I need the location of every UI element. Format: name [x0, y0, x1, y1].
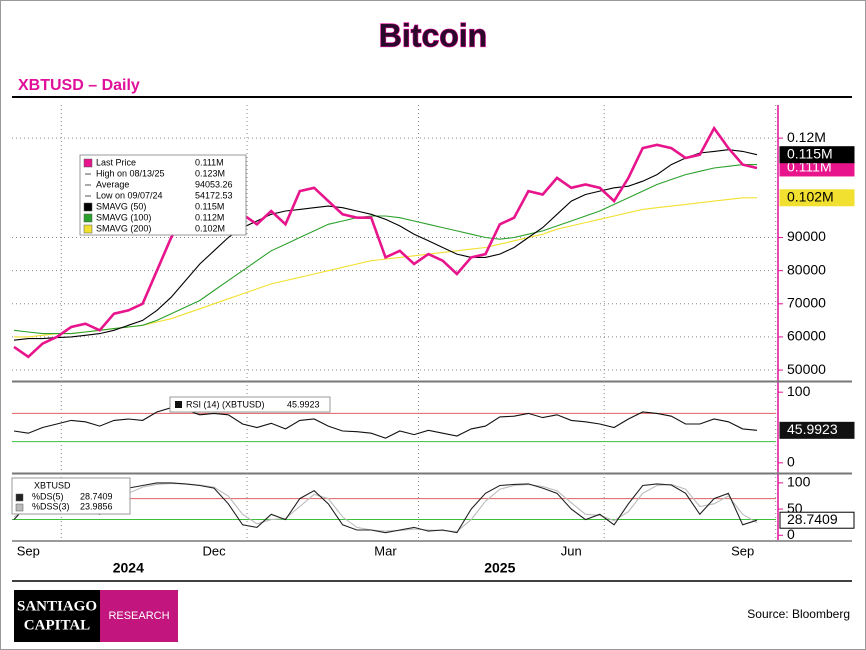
- legend-swatch: [83, 224, 93, 234]
- logo-box: [14, 590, 100, 642]
- legend-value: 94053.26: [195, 179, 233, 189]
- y-tick-label: 60000: [787, 328, 826, 344]
- series-line: [13, 407, 758, 439]
- legend-label: High on 08/13/25: [96, 168, 165, 178]
- y-tick-label: 0: [787, 526, 795, 542]
- legend-value: 0.123M: [195, 168, 225, 178]
- legend-value: 0.111M: [195, 157, 224, 167]
- x-tick-label: Mar: [374, 543, 397, 558]
- x-tick-label: Dec: [202, 543, 226, 558]
- y-tick-label: 100: [787, 383, 811, 399]
- legend-label: Last Price: [96, 157, 136, 167]
- x-tick-label: Sep: [17, 543, 40, 558]
- y-tick-label: 90000: [787, 228, 826, 244]
- legend-box: [169, 396, 331, 413]
- x-tick-label: Jun: [561, 543, 582, 558]
- legend-value: 45.9923: [287, 399, 320, 409]
- logo-text: CAPITAL: [24, 617, 90, 633]
- x-year-label: 2024: [113, 560, 144, 576]
- legend-label: SMAVG (50): [96, 201, 146, 211]
- source-note: Source: Bloomberg: [747, 607, 850, 621]
- value-badge: [779, 146, 855, 164]
- legend-swatch: [175, 401, 182, 408]
- logo-tag: RESEARCH: [108, 610, 169, 622]
- legend-value: 23.9856: [80, 501, 113, 511]
- series-line: [13, 482, 758, 534]
- legend-label: %DSS(3): [32, 501, 70, 511]
- legend-label: RSI (14) (XBTUSD): [186, 399, 265, 409]
- logo-tag-box: [100, 590, 178, 642]
- value-badge-label: 0.102M: [787, 188, 834, 204]
- y-tick-label: 0: [787, 454, 795, 470]
- legend-value: 0.102M: [195, 223, 225, 233]
- series-line: [13, 125, 758, 359]
- series-line: [13, 164, 757, 335]
- y-tick-label: 80000: [787, 261, 826, 277]
- series-line: [13, 149, 758, 341]
- legend-title: XBTUSD: [34, 480, 71, 490]
- y-tick-label: 70000: [787, 294, 826, 310]
- value-badge-label: 0.115M: [787, 145, 833, 161]
- legend-swatch: [83, 213, 93, 223]
- legend-box: [11, 477, 131, 515]
- legend-value: 0.115M: [195, 201, 224, 211]
- legend-label: SMAVG (100): [96, 212, 151, 222]
- legend-swatch: [83, 202, 93, 212]
- value-badge: [779, 511, 855, 529]
- legend-label: %DS(5): [32, 491, 64, 501]
- page-title: Bitcoin: [379, 17, 487, 53]
- value-badge: [779, 421, 855, 439]
- value-badge-label: 45.9923: [787, 421, 838, 437]
- y-tick-label: 50000: [787, 361, 826, 377]
- legend-label: Low on 09/07/24: [96, 190, 163, 200]
- chart-subtitle: XBTUSD – Daily: [18, 77, 140, 94]
- x-year-label: 2025: [484, 560, 515, 576]
- series-line: [13, 482, 758, 533]
- legend-swatch: [83, 158, 93, 168]
- legend-value: 54172.53: [195, 190, 233, 200]
- legend-value: 28.7409: [80, 491, 113, 501]
- value-badge: [779, 189, 855, 207]
- y-tick-label: 0.12M: [787, 129, 826, 145]
- y-tick-label: 100: [787, 474, 811, 490]
- legend-value: 0.112M: [195, 212, 224, 222]
- logo-text: SANTIAGO: [17, 598, 97, 614]
- x-tick-label: Sep: [731, 543, 754, 558]
- legend-label: Average: [96, 179, 129, 189]
- legend-swatch: [15, 493, 24, 502]
- legend-swatch: [15, 503, 24, 512]
- legend-box: [79, 154, 247, 236]
- value-badge-label: 28.7409: [787, 511, 838, 527]
- legend-label: SMAVG (200): [96, 223, 151, 233]
